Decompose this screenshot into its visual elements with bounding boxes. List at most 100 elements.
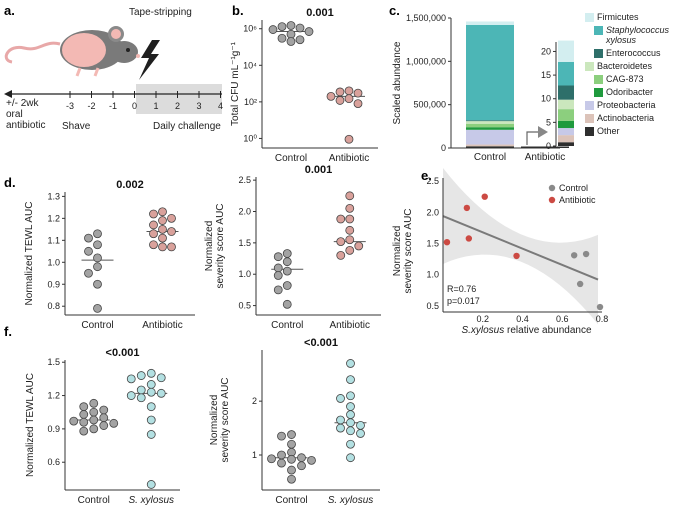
data-point — [93, 279, 102, 289]
data-point — [69, 416, 79, 426]
p-value-label: 0.002 — [116, 179, 144, 191]
x-category-label: Antibiotic — [329, 153, 370, 164]
data-point — [79, 410, 89, 419]
y-tick-label: 1.3 — [47, 191, 60, 201]
data-point — [282, 281, 292, 290]
inset-bar-segment — [558, 128, 574, 136]
data-point — [146, 387, 156, 397]
data-point — [136, 385, 146, 395]
timeline-tick-label: 1 — [153, 101, 158, 111]
panel-e-correlation-chart: 0.5 1.0 1.5 2.0 2.5 0.2 0.4 0.6 0.8 Normalizedsev… — [392, 168, 608, 336]
data-point — [336, 237, 346, 247]
y-tick-label: 1,500,000 — [406, 13, 446, 23]
y-tick-label: 1.1 — [47, 235, 60, 245]
data-point — [149, 209, 158, 219]
data-point — [282, 299, 292, 309]
y-axis-label: Normalizedseverity score AUC — [209, 377, 231, 462]
y-axis-label: Normalized TEWL AUC — [24, 202, 35, 306]
y-tick-label: 0.8 — [47, 301, 60, 311]
legend-swatch — [594, 88, 603, 97]
data-point — [336, 214, 346, 224]
y-axis-label: Normalized TEWL AUC — [25, 373, 36, 477]
p-value-label: <0.001 — [106, 347, 140, 359]
data-point — [346, 426, 355, 436]
bar-segment — [466, 24, 514, 121]
data-point — [346, 359, 355, 368]
inset-bar-segment — [558, 85, 574, 100]
timeline-tick-label: -3 — [66, 101, 74, 111]
panel-label-c: c. — [389, 3, 400, 18]
legend-swatch — [594, 49, 603, 58]
r-value-label: R=0.76 — [447, 284, 476, 294]
y-axis-label: Scaled abundance — [392, 41, 403, 124]
inset-bar-segment — [558, 109, 574, 121]
lightning-icon — [139, 40, 160, 80]
inset-bar-segment — [558, 135, 574, 143]
panel-label-d: d. — [4, 175, 16, 190]
data-point — [126, 391, 136, 400]
y-tick-label: 0.9 — [47, 424, 60, 434]
y-axis-label: Normalizedseverity score AUC — [204, 203, 226, 288]
inset-y-tick-label: 20 — [541, 46, 551, 56]
y-tick-label: 0 — [441, 143, 446, 153]
x-category-label: Control — [474, 152, 506, 163]
y-tick-label: 1.0 — [47, 257, 60, 267]
data-point — [126, 374, 136, 384]
data-point — [146, 380, 156, 389]
data-point — [282, 266, 292, 276]
data-point — [336, 251, 346, 260]
x-tick-label: 0.2 — [476, 314, 489, 324]
data-point — [149, 229, 158, 239]
panel-f-tewl-chart: 0.6 0.9 1.2 1.5 Control S. xylosus Normalized … — [25, 347, 180, 506]
data-point — [273, 285, 283, 295]
data-point — [136, 371, 146, 380]
y-tick-label: 0.6 — [47, 457, 60, 467]
data-point — [79, 402, 89, 412]
data-point — [297, 461, 306, 471]
data-point — [156, 373, 166, 383]
data-point — [345, 214, 355, 224]
data-point — [99, 405, 109, 415]
data-point — [109, 418, 119, 428]
panel-c-abundance-chart: 0 500,000 1,000,000 1,500,000 Scaled abundan… — [392, 12, 670, 163]
data-point — [287, 474, 296, 484]
data-point — [84, 246, 93, 256]
y-tick-label: 10² — [244, 97, 257, 107]
timeline-tick-label: 2 — [175, 101, 180, 111]
data-point — [99, 421, 109, 430]
p-value-label: <0.001 — [304, 337, 338, 349]
bar-segment — [466, 123, 514, 128]
y-tick-label: 0.5 — [238, 301, 251, 311]
x-category-label: Antibiotic — [142, 320, 183, 331]
data-point — [295, 35, 305, 45]
data-point — [167, 213, 176, 223]
data-point — [346, 391, 355, 401]
data-point — [582, 250, 590, 258]
data-point — [146, 480, 156, 489]
data-point — [356, 429, 365, 438]
x-category-label: S. xylosus — [128, 495, 174, 506]
y-tick-label: 2.0 — [426, 207, 439, 217]
data-point — [99, 413, 109, 423]
x-tick-label: 0.6 — [556, 314, 569, 324]
data-point — [335, 96, 345, 105]
y-axis-label: Normalizedseverity score AUC — [392, 208, 414, 293]
data-point — [346, 453, 355, 463]
data-point — [576, 280, 584, 288]
y-tick-label: 1.5 — [47, 357, 60, 367]
x-category-label: Control — [275, 153, 307, 164]
legend-label: Bacteroidetes — [597, 61, 653, 71]
y-tick-label: 1.2 — [47, 213, 60, 223]
data-point — [79, 417, 89, 427]
data-point — [345, 191, 355, 201]
y-tick-label: 2.5 — [238, 175, 251, 185]
inset-y-tick-label: 15 — [541, 70, 551, 80]
bar-segment — [521, 146, 569, 148]
data-point — [158, 242, 167, 252]
inset-y-tick-label: 0 — [546, 141, 551, 151]
legend-swatch — [594, 26, 603, 35]
timeline-arrow-icon — [4, 90, 12, 98]
y-tick-label: 1 — [252, 450, 257, 460]
legend-label: Staphylococcus xylosus — [605, 25, 670, 45]
panel-a: Tape-stripping +/- 2wk oral antibiotic -3-… — [4, 7, 223, 132]
